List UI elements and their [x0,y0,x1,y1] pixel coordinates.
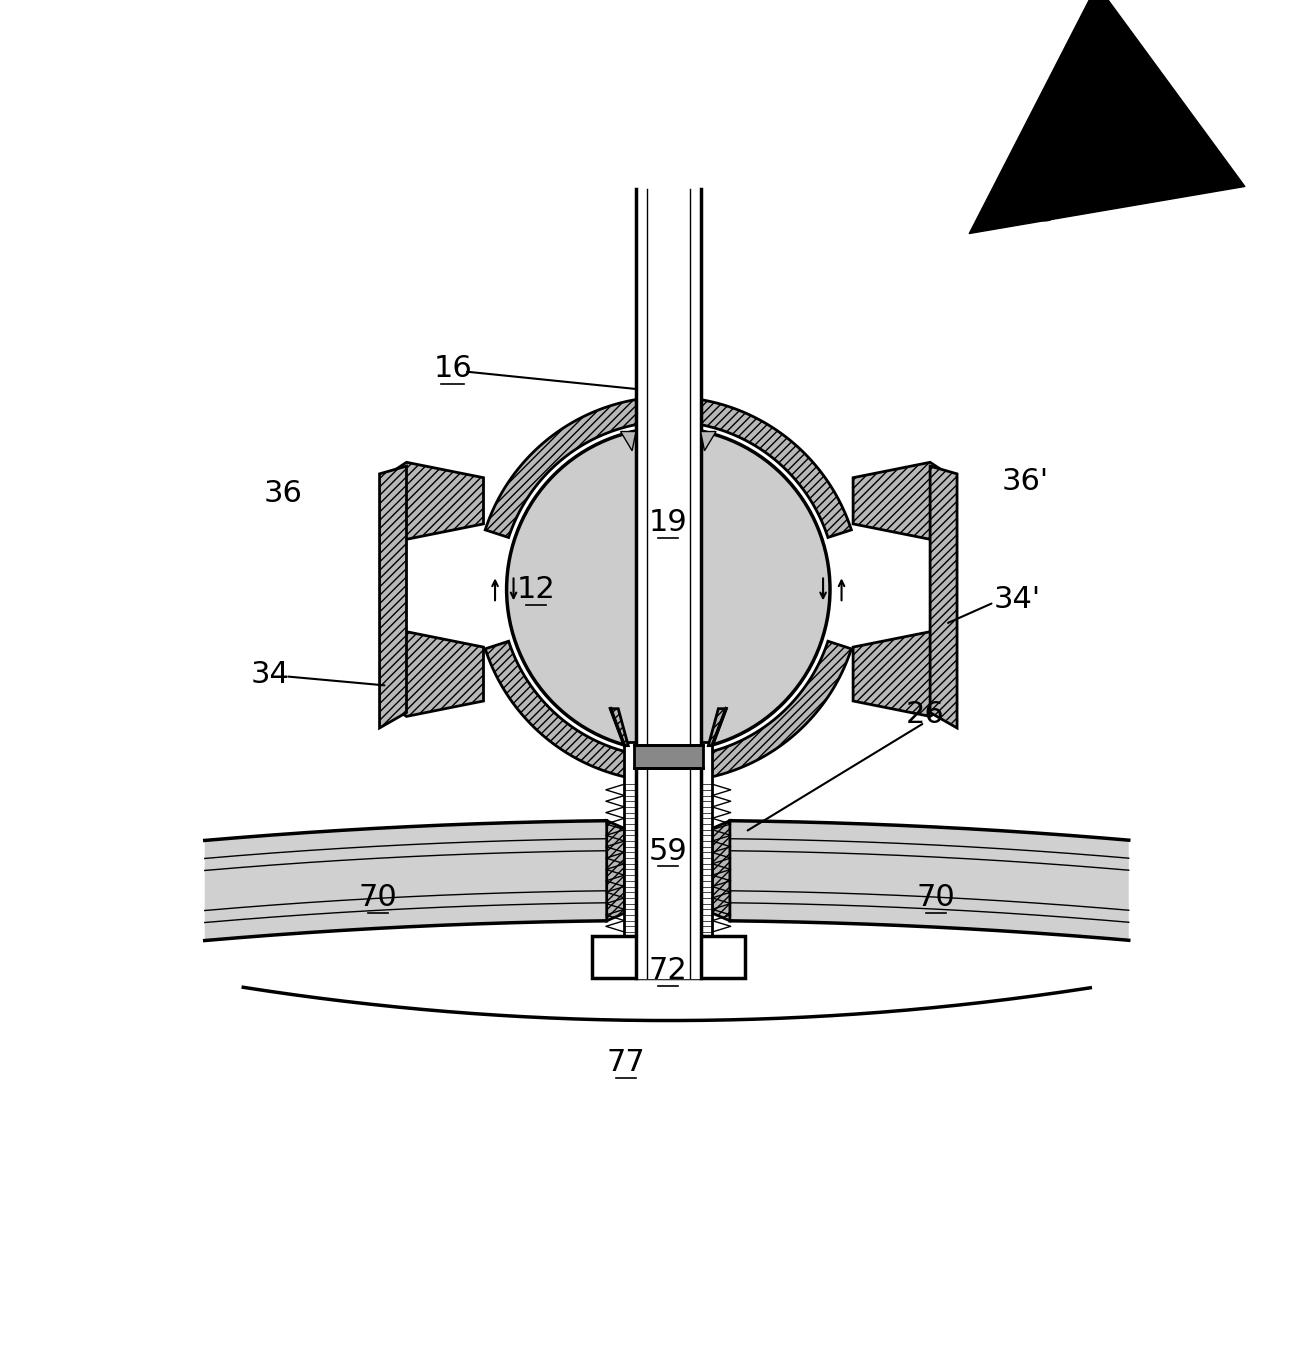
Text: 77: 77 [606,1049,645,1077]
Text: 34: 34 [250,660,289,688]
Circle shape [506,428,831,751]
Polygon shape [485,397,852,537]
Text: 59: 59 [649,837,687,865]
Polygon shape [730,821,1129,941]
Text: 40: 40 [1001,189,1060,231]
Polygon shape [383,462,484,539]
Text: 70: 70 [917,883,956,911]
Polygon shape [621,432,636,451]
Polygon shape [712,821,730,921]
Polygon shape [379,466,407,728]
Text: 12: 12 [516,575,556,603]
Polygon shape [853,632,953,717]
Polygon shape [610,709,629,745]
Text: 19: 19 [649,508,687,537]
Polygon shape [485,641,852,782]
Polygon shape [930,466,957,728]
Bar [592,936,745,979]
Text: 26: 26 [905,701,944,729]
Text: 36: 36 [263,479,303,508]
Bar [625,741,712,936]
Polygon shape [383,632,484,717]
Polygon shape [700,432,716,451]
Polygon shape [853,462,953,539]
Polygon shape [205,821,606,941]
Bar [634,745,703,768]
Polygon shape [606,821,625,921]
Text: 70: 70 [359,883,398,911]
Text: 34': 34' [994,585,1041,614]
Polygon shape [708,709,726,745]
Text: 72: 72 [649,956,687,986]
Text: 16: 16 [433,354,472,383]
Text: 36': 36' [1001,467,1048,495]
